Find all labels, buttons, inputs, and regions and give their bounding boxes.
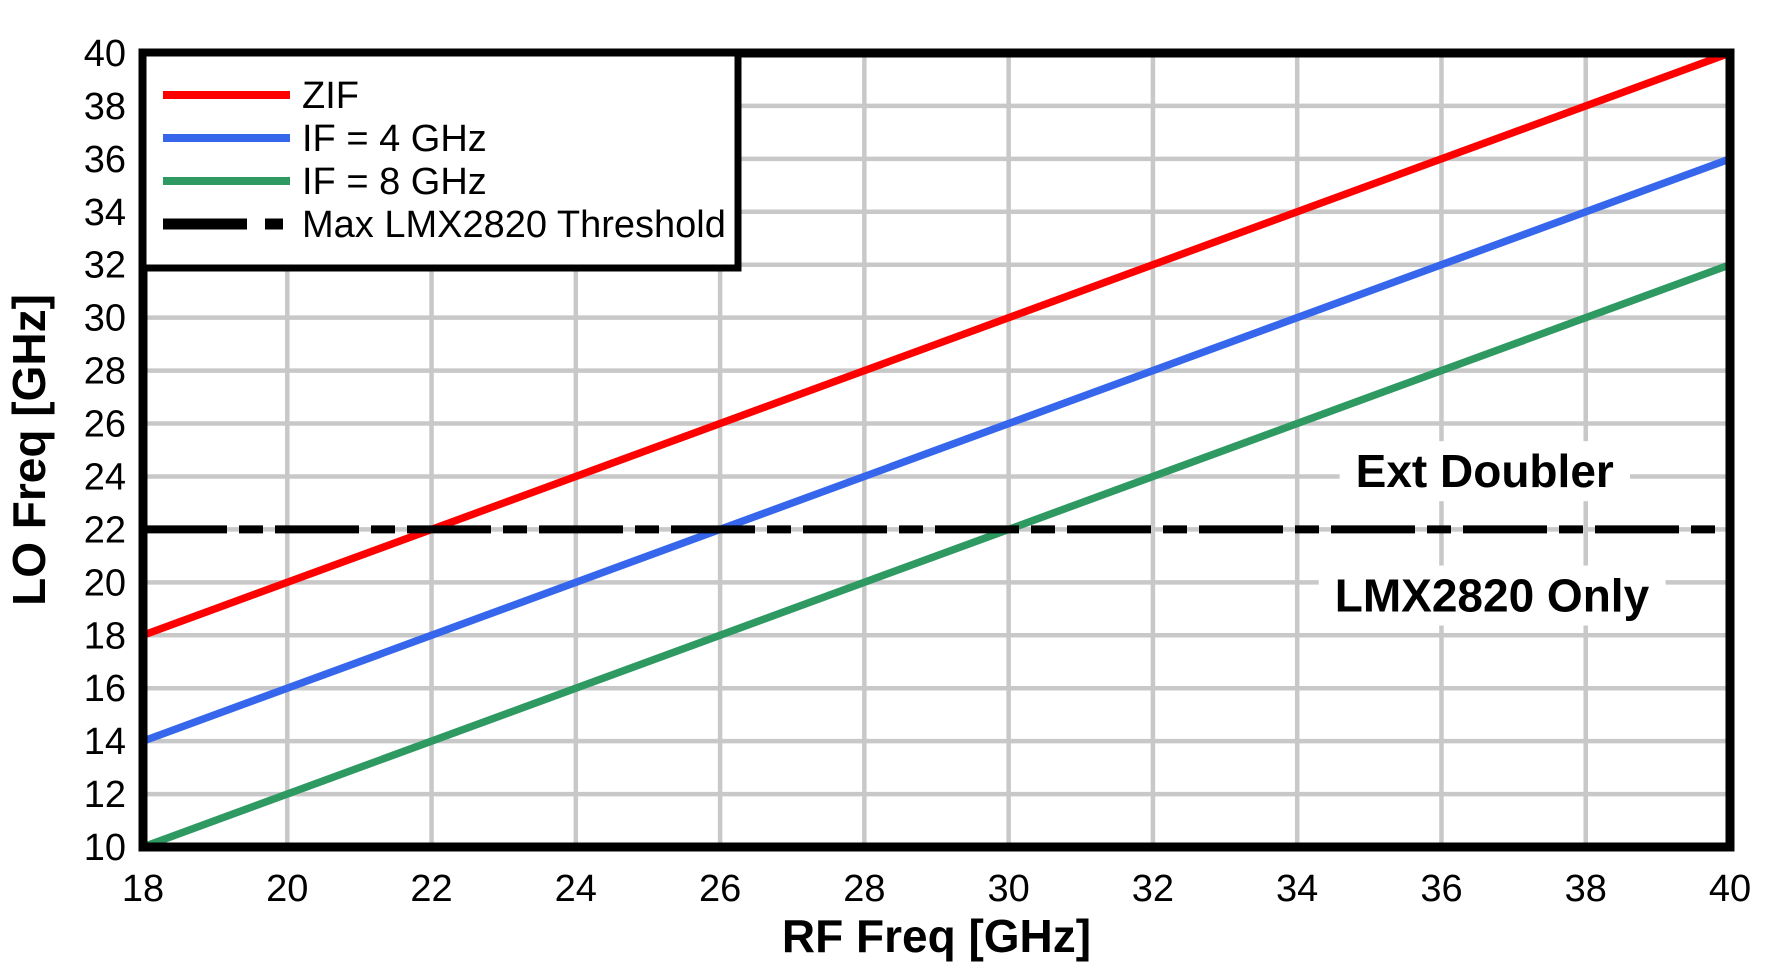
y-tick-labels: 10 12 14 16 18 20 22 24 26 28 30 32 34 36 38 40 [84, 33, 126, 869]
legend-label: IF = 8 GHz [302, 161, 487, 203]
legend-label: Max LMX2820 Threshold [302, 204, 726, 246]
y-tick-label: 28 [84, 351, 126, 393]
x-axis-title: RF Freq [GHz] [782, 910, 1091, 962]
y-axis-title: LO Freq [GHz] [3, 294, 55, 606]
x-tick-label: 24 [555, 868, 597, 910]
x-tick-label: 22 [410, 868, 452, 910]
x-tick-label: 26 [699, 868, 741, 910]
legend-item-zif: ZIF [163, 75, 359, 117]
legend-item-threshold: Max LMX2820 Threshold [163, 204, 726, 246]
y-tick-label: 32 [84, 245, 126, 287]
data-series [141, 49, 1732, 851]
annotation-background [1339, 441, 1630, 502]
y-tick-label: 36 [84, 139, 126, 181]
x-tick-label: 40 [1709, 868, 1751, 910]
y-tick-label: 40 [84, 33, 126, 75]
annotation-ext-doubler: Ext Doubler [1339, 441, 1630, 502]
x-tick-label: 36 [1420, 868, 1462, 910]
x-tick-label: 28 [843, 868, 885, 910]
gridlines [143, 53, 1730, 847]
y-tick-label: 20 [84, 562, 126, 604]
x-tick-label: 32 [1132, 868, 1174, 910]
legend-label: IF = 4 GHz [302, 118, 487, 160]
legend-box [139, 49, 742, 272]
x-tick-labels: 18 20 22 24 26 28 30 32 34 36 38 40 [122, 868, 1751, 910]
y-tick-label: 26 [84, 404, 126, 446]
annotation-text: LMX2820 Only [1335, 570, 1650, 622]
y-tick-label: 30 [84, 298, 126, 340]
x-tick-label: 30 [987, 868, 1029, 910]
y-tick-label: 10 [84, 827, 126, 869]
x-tick-label: 38 [1565, 868, 1607, 910]
y-tick-label: 24 [84, 456, 126, 498]
x-tick-label: 18 [122, 868, 164, 910]
y-tick-label: 16 [84, 668, 126, 710]
series-line [141, 49, 1732, 639]
x-tick-label: 20 [266, 868, 308, 910]
annotation-lmx2820-only: LMX2820 Only [1318, 565, 1666, 626]
y-tick-label: 22 [84, 509, 126, 551]
annotation-text: Ext Doubler [1356, 445, 1614, 497]
y-tick-label: 38 [84, 86, 126, 128]
series-line [141, 155, 1732, 745]
legend-label: ZIF [302, 75, 359, 117]
x-tick-label: 34 [1276, 868, 1318, 910]
y-tick-label: 18 [84, 615, 126, 657]
legend-item-if8: IF = 8 GHz [163, 161, 487, 203]
legend: ZIF IF = 4 GHz IF = 8 GHz Max LMX2820 Th… [139, 49, 742, 272]
y-tick-label: 14 [84, 721, 126, 763]
annotation-background [1318, 565, 1666, 626]
legend-item-if4: IF = 4 GHz [163, 118, 487, 160]
y-tick-label: 12 [84, 774, 126, 816]
series-line [141, 261, 1732, 851]
annotations: Ext Doubler LMX2820 Only [1318, 441, 1666, 626]
plot-border [138, 48, 1735, 852]
y-tick-label: 34 [84, 192, 126, 234]
